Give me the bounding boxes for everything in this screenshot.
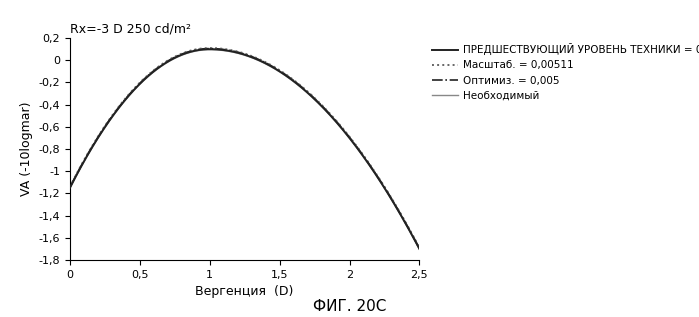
Text: ФИГ. 20C: ФИГ. 20C	[313, 299, 386, 314]
Legend: ПРЕДШЕСТВУЮЩИЙ УРОВЕНЬ ТЕХНИКИ = 0,00548, Масштаб. = 0,00511, Оптимиз. = 0,005, : ПРЕДШЕСТВУЮЩИЙ УРОВЕНЬ ТЕХНИКИ = 0,00548…	[431, 43, 699, 101]
Text: Rx=-3 D 250 cd/m²: Rx=-3 D 250 cd/m²	[70, 23, 191, 36]
X-axis label: Вергенция  (D): Вергенция (D)	[196, 285, 294, 298]
Y-axis label: VA (-10logmar): VA (-10logmar)	[20, 102, 33, 196]
